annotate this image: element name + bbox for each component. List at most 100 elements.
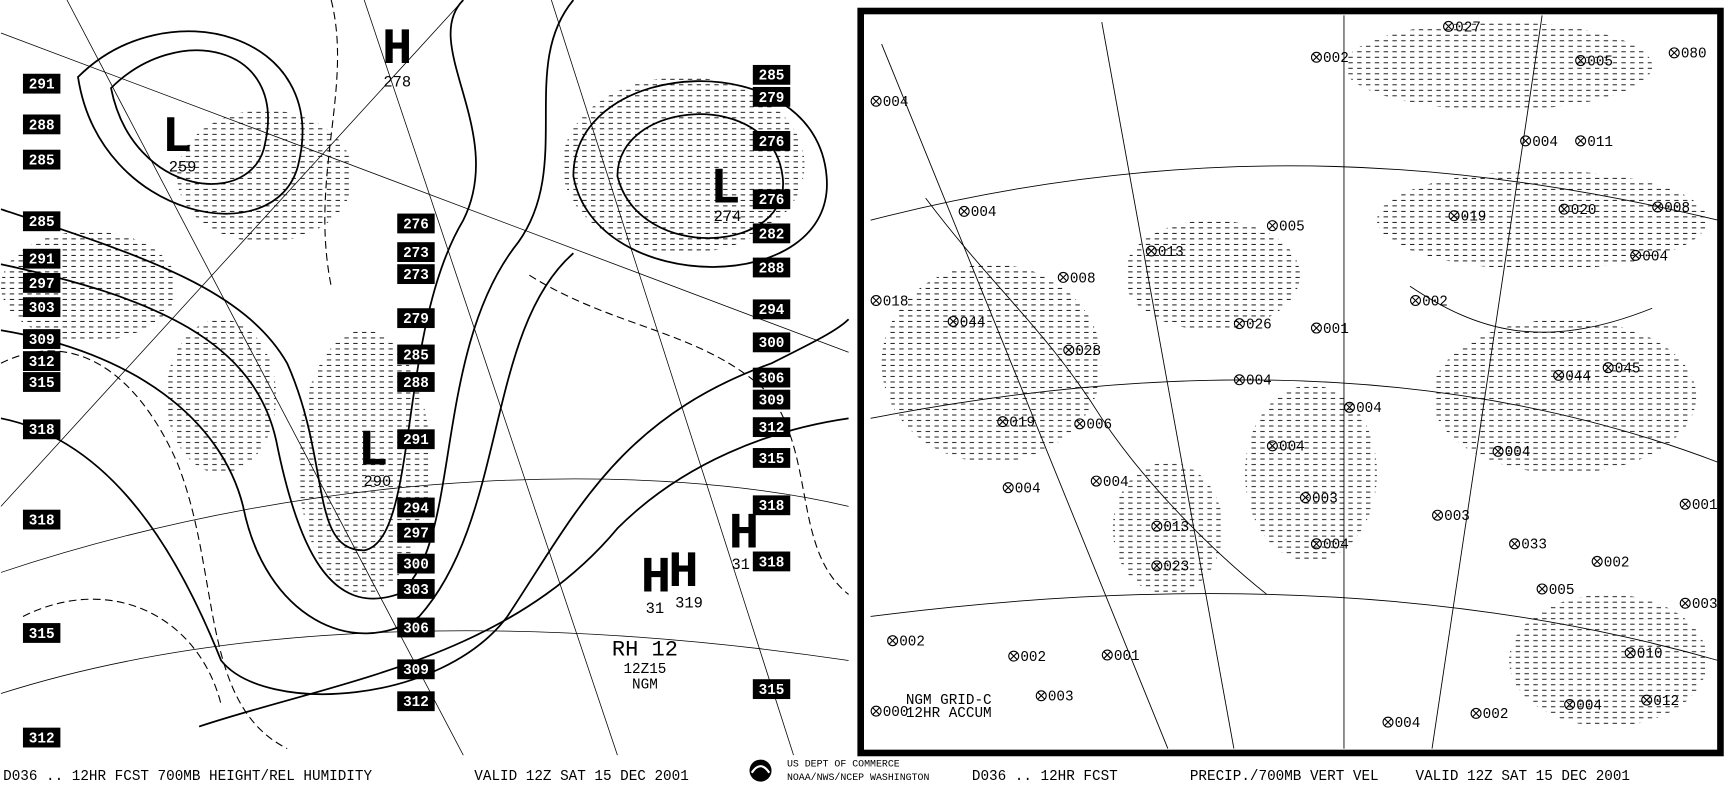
- precip-marker-cross: [1626, 649, 1634, 657]
- height-label: 315: [759, 683, 785, 699]
- height-label: 300: [403, 558, 429, 574]
- height-label: 288: [759, 261, 785, 277]
- precip-value: 004: [971, 205, 997, 221]
- precip-value: 004: [883, 95, 909, 111]
- precip-marker: [1652, 201, 1664, 213]
- precip-marker-cross: [1010, 652, 1018, 660]
- product-label: NGM: [632, 678, 658, 694]
- height-label: 294: [403, 501, 429, 517]
- precip-value: 013: [1163, 520, 1189, 536]
- height-label-box: [752, 299, 791, 320]
- precip-value: 012: [1653, 694, 1679, 710]
- precip-marker: [1057, 271, 1069, 283]
- precip-value: 005: [1279, 220, 1305, 236]
- height-label-box: [397, 497, 435, 518]
- precip-marker: [1553, 369, 1565, 381]
- height-label: 315: [29, 376, 55, 392]
- height-label-box: [397, 213, 435, 234]
- height-label-box: [22, 351, 61, 371]
- center-value: 274: [714, 208, 742, 226]
- precip-value: 001: [1692, 498, 1718, 514]
- height-label: 315: [759, 452, 785, 468]
- agency-text: NOAA/NWS/NCEP WASHINGTON: [787, 772, 930, 783]
- footer-text: VALID 12Z SAT 15 DEC 2001: [1416, 769, 1631, 785]
- height-label: 273: [403, 246, 429, 262]
- precip-value: 002: [899, 635, 925, 651]
- precip-marker: [1630, 249, 1642, 261]
- height-label: 285: [403, 348, 429, 364]
- precip-marker-cross: [1593, 557, 1601, 566]
- precip-value: 019: [1461, 210, 1487, 226]
- height-label: 318: [759, 555, 785, 571]
- precip-marker-cross: [1433, 511, 1442, 519]
- height-label-box: [752, 332, 791, 353]
- precip-marker-cross: [1411, 296, 1420, 305]
- precip-marker-cross: [1576, 56, 1585, 65]
- precip-marker: [870, 295, 882, 307]
- precip-value: 008: [1664, 201, 1690, 217]
- height-label: 303: [403, 583, 429, 599]
- precip-marker-cross: [1103, 651, 1111, 659]
- precip-marker-cross: [1576, 137, 1585, 145]
- precip-marker: [1492, 445, 1504, 457]
- precip-marker: [1641, 694, 1653, 706]
- height-label: 291: [403, 433, 429, 449]
- height-label-box: [22, 248, 61, 269]
- precip-value: 018: [883, 294, 909, 310]
- center-symbol: L: [358, 424, 388, 481]
- precip-marker-cross: [1604, 363, 1612, 372]
- height-label: 273: [403, 268, 429, 284]
- grid-label: NGM GRID-C: [906, 693, 992, 709]
- precip-marker: [1233, 318, 1245, 330]
- precip-marker-cross: [1472, 709, 1480, 718]
- precip-value: 004: [1505, 445, 1531, 461]
- height-label: 288: [403, 376, 429, 392]
- precip-marker-cross: [1654, 203, 1662, 211]
- precip-marker: [1448, 210, 1460, 222]
- precip-marker-cross: [1312, 53, 1321, 61]
- height-label-box: [22, 509, 61, 530]
- precip-value: 019: [1009, 416, 1035, 432]
- height-label: 291: [29, 253, 55, 269]
- precip-marker-cross: [1554, 371, 1563, 380]
- precip-value: 002: [1483, 707, 1509, 723]
- precip-marker: [1558, 203, 1570, 215]
- precip-value: 004: [1642, 249, 1668, 265]
- precip-marker: [1035, 690, 1047, 702]
- height-label: 294: [759, 303, 785, 319]
- precip-marker: [1624, 647, 1636, 659]
- precip-marker: [1410, 295, 1422, 307]
- height-label-box: [22, 297, 61, 318]
- height-label-box: [397, 372, 435, 392]
- precip-marker: [1266, 440, 1278, 452]
- precip-value: 000: [883, 705, 909, 721]
- center-value: 290: [364, 473, 392, 491]
- precip-marker-cross: [1538, 585, 1546, 593]
- precip-marker: [1668, 47, 1680, 59]
- height-label-box: [22, 419, 61, 440]
- precip-marker: [1101, 649, 1113, 661]
- precip-marker: [997, 416, 1009, 428]
- height-label-box: [752, 64, 791, 85]
- height-label-box: [22, 114, 61, 135]
- precip-marker: [958, 205, 970, 217]
- precip-marker: [1074, 418, 1086, 430]
- height-label-box: [752, 417, 791, 438]
- precip-marker: [1602, 362, 1614, 374]
- precip-value: 002: [1604, 555, 1630, 571]
- footer-text: D036 .. 12HR FCST: [972, 769, 1118, 785]
- precip-marker: [1536, 583, 1548, 595]
- precip-value: 004: [1279, 440, 1305, 456]
- precip-marker-cross: [1631, 251, 1640, 260]
- height-label: 297: [29, 277, 55, 293]
- height-label: 312: [403, 695, 429, 711]
- precip-value: 008: [1070, 271, 1096, 287]
- precip-marker-cross: [1076, 420, 1084, 428]
- precip-marker: [1591, 555, 1603, 567]
- precip-value: 003: [1048, 690, 1074, 706]
- height-label: 285: [29, 215, 55, 231]
- precip-value: 044: [1565, 369, 1591, 385]
- height-label: 309: [29, 333, 55, 349]
- precip-value: 001: [1114, 649, 1140, 665]
